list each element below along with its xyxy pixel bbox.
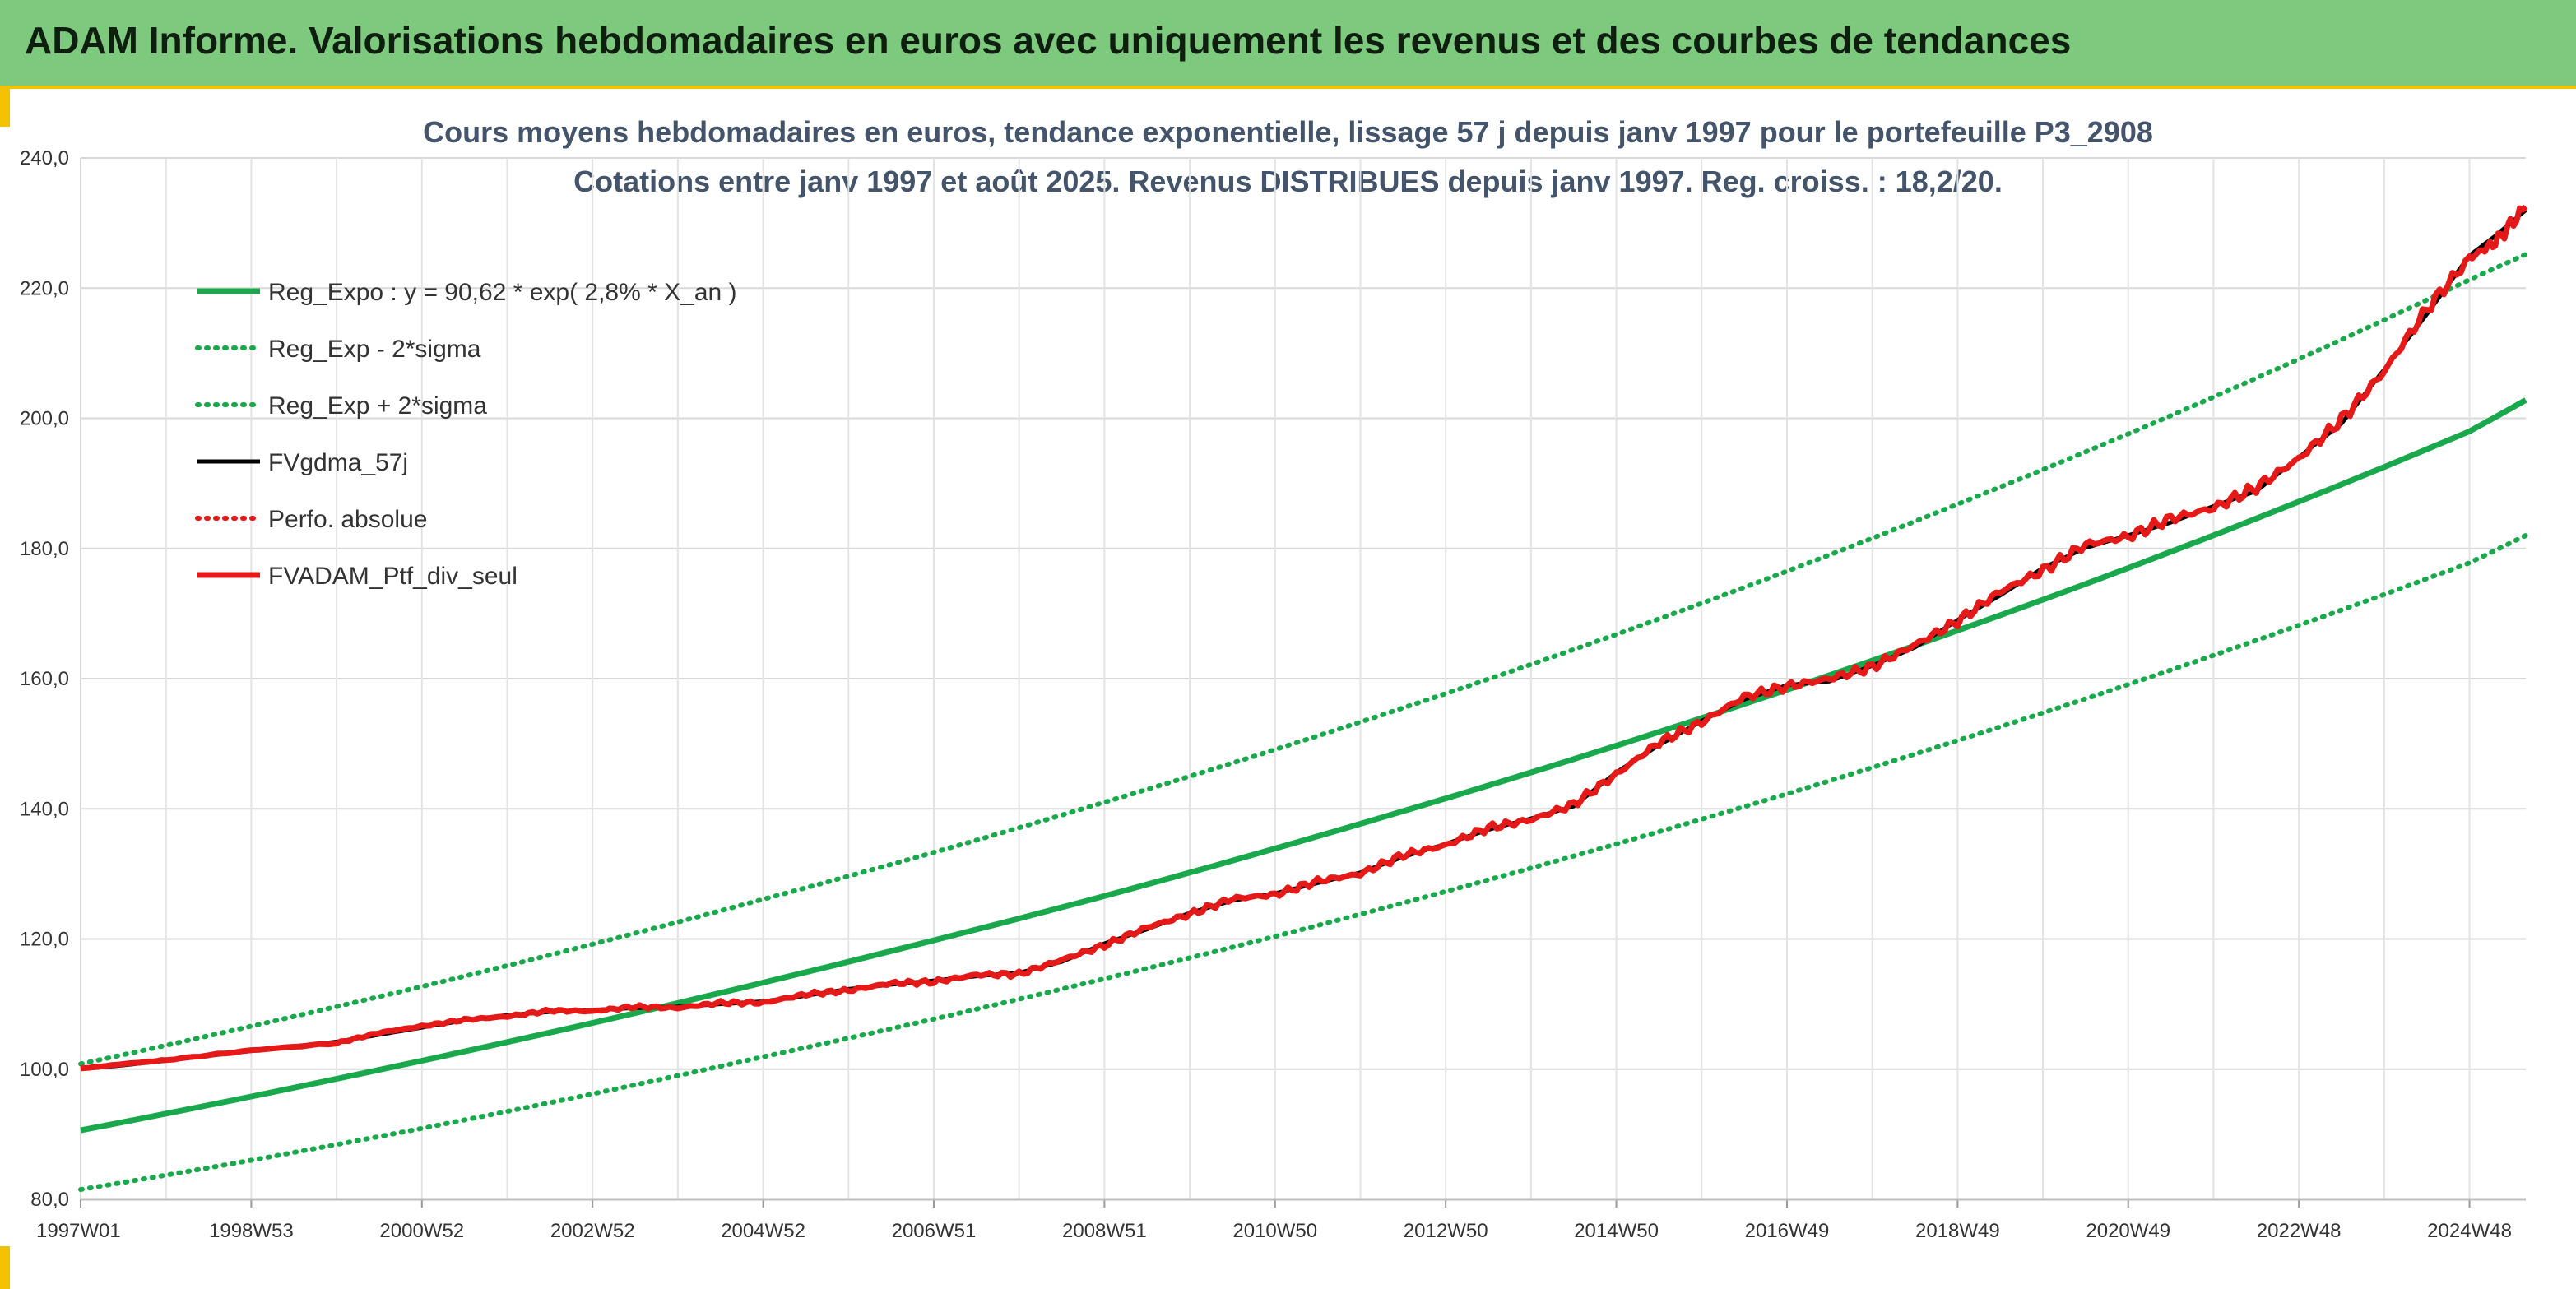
x-tick-label: 2006W51 <box>892 1220 977 1242</box>
x-tick-label: 2000W52 <box>379 1220 464 1242</box>
y-tick-label: 140,0 <box>20 798 69 820</box>
series-line-1 <box>78 532 2528 1193</box>
bottom-accent-bar <box>0 1246 10 1289</box>
y-tick-label: 80,0 <box>30 1189 69 1211</box>
legend-label-2: Reg_Exp + 2*sigma <box>268 392 487 420</box>
legend-label-3: FVgdma_57j <box>268 449 408 476</box>
y-tick-label: 120,0 <box>20 929 69 951</box>
chart-area: Cours moyens hebdomadaires en euros, ten… <box>0 86 2576 1289</box>
series-line-5 <box>80 204 2528 1072</box>
header-banner: ADAM Informe. Valorisations hebdomadaire… <box>0 0 2576 89</box>
y-tick-label: 220,0 <box>20 277 69 299</box>
legend-label-4: Perfo. absolue <box>268 506 427 533</box>
x-tick-label: 2016W49 <box>1745 1220 1830 1242</box>
series-line-0 <box>80 397 2527 1134</box>
y-tick-label: 180,0 <box>20 538 69 560</box>
x-tick-label: 1997W01 <box>36 1220 121 1242</box>
banner-title: ADAM Informe. Valorisations hebdomadaire… <box>25 19 2072 62</box>
x-tick-label: 2004W52 <box>721 1220 805 1242</box>
x-tick-label: 2018W49 <box>1915 1220 2000 1242</box>
chart-title: Cours moyens hebdomadaires en euros, ten… <box>423 115 2153 149</box>
legend-label-5: FVADAM_Ptf_div_seul <box>268 563 518 590</box>
y-tick-label: 200,0 <box>20 408 69 430</box>
y-tick-label: 160,0 <box>20 668 69 690</box>
line-chart: 80,0 100,0 120,0 140,0 160,0 180,0 200,0 220,0 2… <box>20 147 2528 1242</box>
legend: Reg_Expo : y = 90,62 * exp( 2,8% * X_an … <box>195 279 737 590</box>
y-tick-label: 100,0 <box>20 1059 69 1081</box>
x-tick-label: 1998W53 <box>209 1220 294 1242</box>
legend-label-1: Reg_Exp - 2*sigma <box>268 336 481 363</box>
x-tick-label: 2014W50 <box>1574 1220 1659 1242</box>
series-layer <box>78 204 2528 1193</box>
x-tick-label: 2008W51 <box>1062 1220 1147 1242</box>
x-tick-label: 2020W49 <box>2086 1220 2170 1242</box>
x-tick-label: 2012W50 <box>1404 1220 1488 1242</box>
axis-layer: 80,0 100,0 120,0 140,0 160,0 180,0 200,0 220,0 2… <box>20 147 2526 1242</box>
x-tick-label: 2002W52 <box>550 1220 635 1242</box>
left-accent-bar <box>0 86 10 127</box>
x-tick-label: 2024W48 <box>2427 1220 2512 1242</box>
x-tick-label: 2022W48 <box>2257 1220 2342 1242</box>
chart-subtitle: Cotations entre janv 1997 et août 2025. … <box>573 165 2003 198</box>
series-line-2 <box>78 252 2528 1067</box>
legend-label-0: Reg_Expo : y = 90,62 * exp( 2,8% * X_an … <box>268 279 737 306</box>
x-tick-label: 2010W50 <box>1232 1220 1317 1242</box>
y-tick-label: 240,0 <box>20 147 69 169</box>
grid-layer <box>80 157 2526 1200</box>
